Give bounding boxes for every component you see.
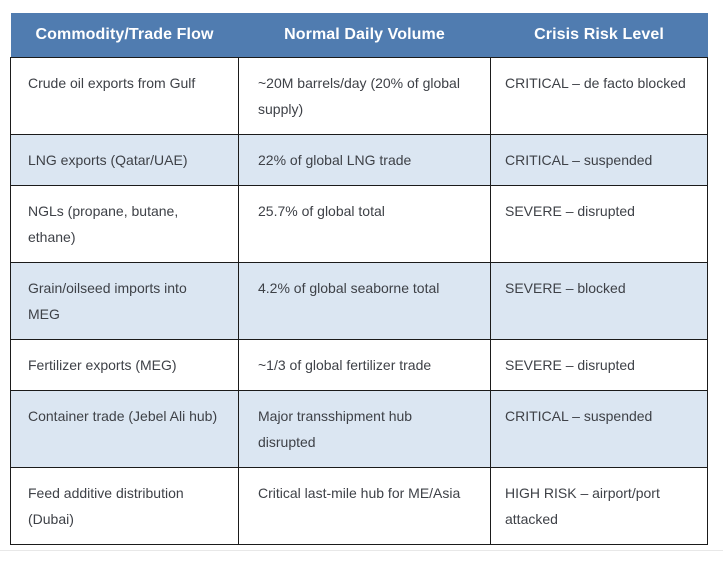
volume-cell: Critical last-mile hub for ME/Asia: [238, 466, 491, 545]
commodity-cell: Feed additive distribution (Dubai): [10, 466, 239, 545]
risk-cell: CRITICAL – suspended: [490, 389, 708, 468]
volume-cell: ~20M barrels/day (20% of global supply): [238, 56, 491, 135]
column-header-crisis-risk-level: Crisis Risk Level: [490, 13, 708, 57]
commodity-trade-table: Commodity/Trade Flow Normal Daily Volume…: [10, 13, 708, 545]
table-row: Crude oil exports from Gulf ~20M barrels…: [10, 56, 708, 135]
volume-cell: 25.7% of global total: [238, 184, 491, 263]
table-row: Fertilizer exports (MEG) ~1/3 of global …: [10, 338, 708, 391]
commodity-cell: Container trade (Jebel Ali hub): [10, 389, 239, 468]
table-row: Container trade (Jebel Ali hub) Major tr…: [10, 389, 708, 468]
commodity-cell: Grain/oilseed imports into MEG: [10, 261, 239, 340]
table-row: Feed additive distribution (Dubai) Criti…: [10, 466, 708, 545]
commodity-cell: Crude oil exports from Gulf: [10, 56, 239, 135]
volume-cell: 4.2% of global seaborne total: [238, 261, 491, 340]
risk-cell: SEVERE – disrupted: [490, 184, 708, 263]
table-row: Grain/oilseed imports into MEG 4.2% of g…: [10, 261, 708, 340]
table-row: NGLs (propane, butane, ethane) 25.7% of …: [10, 184, 708, 263]
risk-cell: SEVERE – disrupted: [490, 338, 708, 391]
commodity-cell: NGLs (propane, butane, ethane): [10, 184, 239, 263]
commodity-cell: Fertilizer exports (MEG): [10, 338, 239, 391]
risk-cell: CRITICAL – suspended: [490, 133, 708, 186]
volume-cell: ~1/3 of global fertilizer trade: [238, 338, 491, 391]
risk-cell: HIGH RISK – airport/port attacked: [490, 466, 708, 545]
volume-cell: 22% of global LNG trade: [238, 133, 491, 186]
risk-cell: SEVERE – blocked: [490, 261, 708, 340]
table-row: LNG exports (Qatar/UAE) 22% of global LN…: [10, 133, 708, 186]
table-header-row: Commodity/Trade Flow Normal Daily Volume…: [10, 13, 708, 57]
column-header-normal-daily-volume: Normal Daily Volume: [238, 13, 491, 57]
commodity-cell: LNG exports (Qatar/UAE): [10, 133, 239, 186]
table-body: Crude oil exports from Gulf ~20M barrels…: [10, 56, 708, 545]
risk-cell: CRITICAL – de facto blocked: [490, 56, 708, 135]
volume-cell: Major transshipment hub disrupted: [238, 389, 491, 468]
content-bottom-divider: [0, 549, 723, 551]
column-header-commodity-trade-flow: Commodity/Trade Flow: [10, 13, 239, 57]
page-content: Commodity/Trade Flow Normal Daily Volume…: [0, 13, 723, 551]
